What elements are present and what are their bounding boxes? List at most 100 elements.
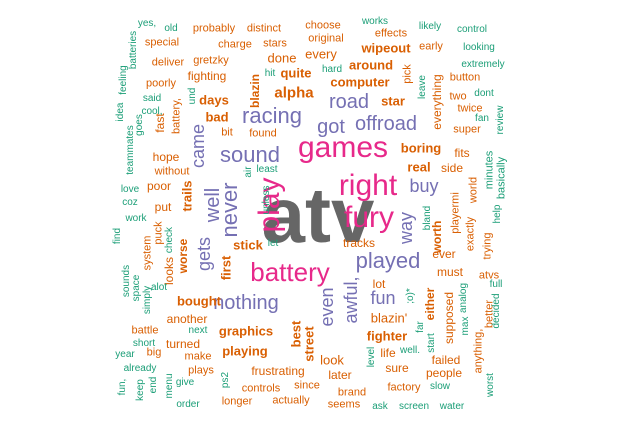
word-cloud-term: special (144, 36, 180, 49)
word-cloud-term: analog (458, 282, 469, 314)
word-cloud-term: start (426, 333, 437, 353)
word-cloud-term: space (131, 274, 142, 302)
word-cloud-term: coz (122, 197, 138, 208)
word-cloud-term: road (328, 91, 370, 113)
word-cloud-term: choose (305, 19, 341, 32)
word-cloud-term: poorly (146, 77, 176, 90)
word-cloud-term: idea (115, 102, 126, 122)
word-cloud-term: battery (250, 257, 330, 287)
word-cloud-term: fighter (366, 328, 408, 344)
word-cloud-term: puck (152, 221, 165, 245)
word-cloud-term: pick (401, 64, 414, 84)
word-cloud-term: days (199, 92, 229, 108)
word-cloud-term: bit (221, 126, 233, 139)
word-cloud-term: full (489, 279, 503, 290)
word-cloud-term: screen (398, 401, 430, 412)
word-cloud-term: deliver (151, 56, 185, 69)
word-cloud-term: feeling (118, 65, 129, 95)
word-cloud-term: make (184, 350, 212, 363)
word-cloud-term: brand (337, 386, 367, 399)
word-cloud-term: put (154, 200, 172, 214)
word-cloud-term: gretzky (193, 54, 229, 67)
word-cloud-term: street (301, 326, 317, 362)
word-cloud-term: since (294, 379, 320, 392)
word-cloud-term: extremely (461, 59, 505, 70)
word-cloud-term: cool, (141, 106, 163, 117)
word-cloud-term: help (492, 204, 503, 224)
word-cloud-term: two (449, 90, 467, 103)
word-cloud-term: goes (134, 114, 145, 136)
word-cloud-term: real (407, 159, 431, 175)
word-cloud-term: simply (142, 285, 153, 315)
word-cloud-term: fits (454, 146, 470, 160)
word-cloud-term: graphics (218, 323, 274, 339)
word-cloud-term: max (460, 316, 471, 336)
word-cloud-term: basically (495, 156, 508, 200)
word-cloud-term: fan (475, 113, 489, 124)
word-cloud-term: slow (429, 381, 451, 392)
word-cloud-term: actually (272, 394, 310, 407)
word-cloud-term: without (154, 165, 190, 178)
word-cloud-term: playermi (449, 192, 462, 234)
word-cloud-term: let (267, 238, 279, 249)
word-cloud-term: effects (374, 27, 408, 40)
word-cloud-term: menu (164, 373, 175, 399)
word-cloud-term: button (449, 71, 481, 84)
word-cloud-term: worst (485, 373, 496, 397)
word-cloud-term: nothing (213, 292, 279, 314)
word-cloud-term: leave (417, 75, 428, 99)
word-cloud-term: turned (165, 337, 201, 351)
word-cloud-term: factory (387, 381, 421, 394)
word-cloud-term: fighting (187, 69, 227, 83)
word-cloud-term: world (467, 176, 480, 204)
word-cloud-term: gets (194, 236, 214, 272)
word-cloud-term: exactly (464, 216, 477, 252)
word-cloud-term: either (423, 287, 437, 321)
word-cloud-term: stars (263, 37, 287, 50)
word-cloud-term: trails (179, 180, 195, 212)
word-cloud-term: next (188, 325, 208, 336)
word-cloud-term: already (123, 363, 157, 374)
word-cloud-term: right (338, 169, 398, 202)
word-cloud-term: ever (432, 247, 456, 261)
word-cloud-term: well. (399, 345, 421, 356)
word-cloud-term: teammates (125, 125, 136, 175)
word-cloud-term: playing (222, 343, 268, 359)
word-cloud-term: hope (152, 150, 180, 164)
word-cloud-term: trying (481, 232, 494, 260)
word-cloud-term: check (164, 226, 175, 254)
word-cloud-term: came (188, 123, 208, 169)
word-cloud-term: fury (343, 201, 395, 234)
word-cloud-term: boring (400, 140, 442, 156)
word-cloud-term: bad (205, 109, 229, 125)
word-cloud-term: every (305, 46, 337, 62)
word-cloud-term: controls (241, 382, 281, 395)
word-cloud-term: said (142, 93, 162, 104)
word-cloud-term: fun (370, 288, 396, 308)
word-cloud-term: far (415, 321, 426, 333)
word-cloud-term: battle (131, 324, 159, 337)
word-cloud-term: sure (385, 361, 409, 375)
word-cloud-term: hard (321, 64, 343, 75)
word-cloud-term: und (187, 87, 198, 105)
word-cloud-term: well (202, 187, 224, 223)
word-cloud-term: looking (463, 42, 495, 53)
word-cloud-term: atvs (478, 269, 500, 282)
word-cloud-term: alot (150, 282, 168, 293)
word-cloud-term: blazin' (370, 310, 408, 326)
word-cloud-term: hit (264, 68, 276, 79)
word-cloud-term: level (366, 346, 377, 368)
word-cloud-term: batteries (128, 30, 139, 70)
word-cloud-term: distinct (246, 22, 282, 35)
word-cloud-term: frustrating (251, 364, 305, 378)
word-cloud-term: plays (188, 364, 214, 377)
word-cloud-term: buy (409, 176, 439, 196)
word-cloud-term: order (176, 399, 200, 410)
word-cloud-term: alpha (274, 84, 314, 102)
word-cloud-term: air (243, 166, 254, 178)
word-cloud-term: longer (221, 395, 253, 408)
word-cloud-term: anything, (472, 328, 485, 374)
word-cloud-term: short (132, 338, 156, 349)
word-cloud-term: games (297, 131, 389, 164)
